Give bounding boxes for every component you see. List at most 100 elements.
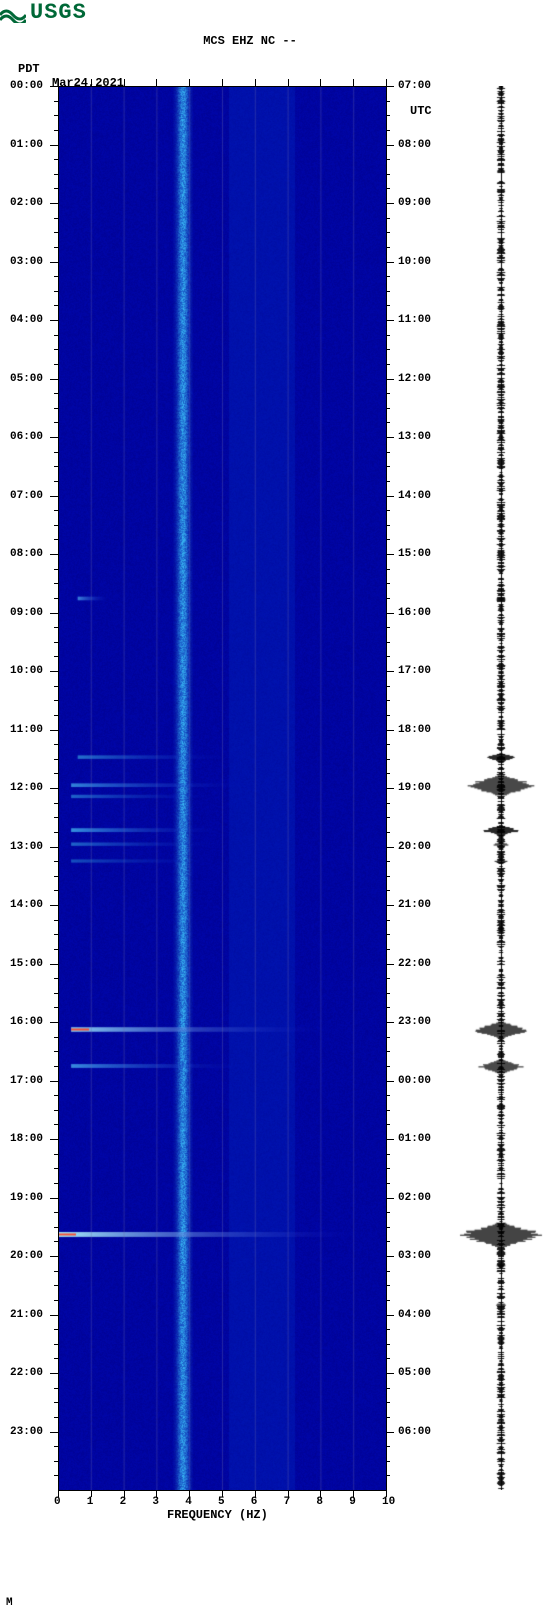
ytick-right-minor xyxy=(386,993,390,994)
ytick-right-minor xyxy=(386,1227,390,1228)
ytick-left-minor xyxy=(54,539,58,540)
ytick-right-minor xyxy=(386,1344,390,1345)
ytick-right-minor xyxy=(386,130,390,131)
ytick-right xyxy=(386,86,394,87)
ytick-right-minor xyxy=(386,291,390,292)
ytick-left xyxy=(50,203,58,204)
ytick-right-minor xyxy=(386,525,390,526)
ytick-left xyxy=(50,86,58,87)
ytick-right-minor xyxy=(386,744,390,745)
ytick-right xyxy=(386,788,394,789)
ytick-left xyxy=(50,847,58,848)
ytick-left-minor xyxy=(54,1461,58,1462)
ytick-right-minor xyxy=(386,218,390,219)
ytick-right-minor xyxy=(386,1358,390,1359)
xlabel-tick: 5 xyxy=(218,1496,225,1508)
ytick-left-minor xyxy=(54,1066,58,1067)
ylabel-right: 19:00 xyxy=(398,782,431,794)
ylabel-left: 21:00 xyxy=(10,1309,43,1321)
ytick-left-minor xyxy=(54,247,58,248)
xtick-top xyxy=(386,79,387,86)
ytick-right-minor xyxy=(386,627,390,628)
xlabel-tick: 9 xyxy=(349,1496,356,1508)
ytick-right-minor xyxy=(386,1446,390,1447)
ytick-left xyxy=(50,1315,58,1316)
xlabel-tick: 7 xyxy=(284,1496,291,1508)
ylabel-right: 08:00 xyxy=(398,139,431,151)
station-code: MCS EHZ NC -- xyxy=(150,34,350,48)
ylabel-right: 13:00 xyxy=(398,431,431,443)
ylabel-right: 12:00 xyxy=(398,373,431,385)
ytick-right-minor xyxy=(386,174,390,175)
ytick-left xyxy=(50,1139,58,1140)
ytick-right xyxy=(386,145,394,146)
waveform-canvas xyxy=(456,86,546,1490)
ytick-left xyxy=(50,379,58,380)
ytick-right-minor xyxy=(386,408,390,409)
ytick-left-minor xyxy=(54,686,58,687)
ytick-left-minor xyxy=(54,700,58,701)
ytick-right-minor xyxy=(386,1183,390,1184)
ytick-left-minor xyxy=(54,993,58,994)
ytick-left-minor xyxy=(54,1388,58,1389)
ytick-left-minor xyxy=(54,861,58,862)
ytick-right xyxy=(386,1198,394,1199)
ylabel-left: 17:00 xyxy=(10,1075,43,1087)
xlabel-tick: 8 xyxy=(316,1496,323,1508)
ytick-left-minor xyxy=(54,934,58,935)
ylabel-right: 17:00 xyxy=(398,665,431,677)
ytick-right-minor xyxy=(386,510,390,511)
ytick-right xyxy=(386,1081,394,1082)
ytick-left xyxy=(50,554,58,555)
ylabel-right: 20:00 xyxy=(398,841,431,853)
ytick-right-minor xyxy=(386,1241,390,1242)
ylabel-left: 12:00 xyxy=(10,782,43,794)
ytick-right-minor xyxy=(386,598,390,599)
ytick-right-minor xyxy=(386,115,390,116)
ytick-right-minor xyxy=(386,159,390,160)
ylabel-left: 15:00 xyxy=(10,958,43,970)
ytick-right xyxy=(386,379,394,380)
ytick-right-minor xyxy=(386,583,390,584)
waveform-plot xyxy=(456,86,546,1490)
ytick-right-minor xyxy=(386,466,390,467)
xtick-top xyxy=(58,79,59,86)
xlabel-tick: 1 xyxy=(87,1496,94,1508)
ytick-left-minor xyxy=(54,715,58,716)
ytick-left-minor xyxy=(54,1446,58,1447)
ytick-left-minor xyxy=(54,232,58,233)
ytick-right-minor xyxy=(386,1417,390,1418)
ytick-right-minor xyxy=(386,422,390,423)
ytick-left-minor xyxy=(54,642,58,643)
ytick-right-minor xyxy=(386,1051,390,1052)
ylabel-left: 01:00 xyxy=(10,139,43,151)
ylabel-right: 11:00 xyxy=(398,314,431,326)
ylabel-right: 00:00 xyxy=(398,1075,431,1087)
ylabel-right: 16:00 xyxy=(398,607,431,619)
ytick-right-minor xyxy=(386,276,390,277)
ytick-left-minor xyxy=(54,656,58,657)
ytick-left-minor xyxy=(54,1285,58,1286)
ytick-left-minor xyxy=(54,1154,58,1155)
ytick-right xyxy=(386,964,394,965)
ytick-left-minor xyxy=(54,305,58,306)
ytick-left-minor xyxy=(54,1271,58,1272)
xtick-top xyxy=(320,79,321,86)
ytick-right-minor xyxy=(386,393,390,394)
ytick-left-minor xyxy=(54,598,58,599)
ylabel-right: 03:00 xyxy=(398,1250,431,1262)
ytick-left-minor xyxy=(54,159,58,160)
ylabel-left: 14:00 xyxy=(10,899,43,911)
ylabel-left: 08:00 xyxy=(10,548,43,560)
ytick-right-minor xyxy=(386,1154,390,1155)
ytick-right-minor xyxy=(386,949,390,950)
ytick-left-minor xyxy=(54,949,58,950)
ytick-right xyxy=(386,1139,394,1140)
ytick-left-minor xyxy=(54,188,58,189)
ytick-left-minor xyxy=(54,1124,58,1125)
ytick-right-minor xyxy=(386,1329,390,1330)
ylabel-left: 11:00 xyxy=(10,724,43,736)
ytick-right-minor xyxy=(386,1285,390,1286)
xlabel-tick: 6 xyxy=(251,1496,258,1508)
footer-mark: M xyxy=(6,1597,13,1609)
